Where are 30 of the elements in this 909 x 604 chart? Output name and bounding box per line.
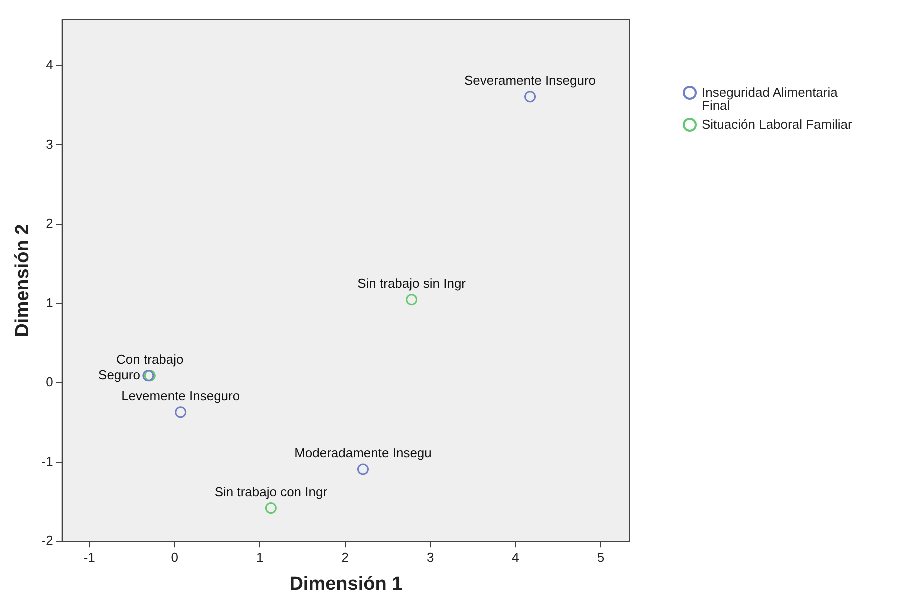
point <box>524 91 536 103</box>
legend-label: Situación Laboral Familiar <box>702 117 852 132</box>
annotation: Levemente Inseguro <box>122 388 240 404</box>
y-tick-label: 4 <box>46 58 54 73</box>
annotation: Moderadamente Insegu <box>294 446 432 461</box>
point <box>265 502 277 514</box>
x-tick-label: 1 <box>256 550 264 565</box>
x-tick-label: -1 <box>84 550 96 565</box>
annotation: Seguro <box>98 368 140 383</box>
x-tick-label: 4 <box>512 550 520 565</box>
legend-label: Inseguridad Alimentaria Final <box>702 85 839 113</box>
x-tick-label: 0 <box>171 550 178 565</box>
annotation: Con trabajo <box>116 352 184 368</box>
point <box>175 406 187 418</box>
x-tick-label: 3 <box>426 550 434 565</box>
y-tick-label: 1 <box>46 295 54 310</box>
point <box>357 464 369 476</box>
y-tick-label: 2 <box>46 216 54 232</box>
x-tick-label: 2 <box>342 550 349 565</box>
annotation: Severamente Inseguro <box>464 72 596 88</box>
x-tick-label: 5 <box>597 550 605 565</box>
y-tick-label: 3 <box>46 136 54 152</box>
point <box>406 294 418 306</box>
annotation: Sin trabajo con Ingr <box>214 484 328 500</box>
y-tick-label: -1 <box>42 454 54 469</box>
annotation: Sin trabajo sin Ingr <box>358 276 467 291</box>
x-axis-title: Dimensión 1 <box>290 574 404 595</box>
y-tick-label: 0 <box>46 374 54 390</box>
y-axis-title: Dimensión 2 <box>12 224 34 338</box>
y-tick-label: -2 <box>42 533 54 548</box>
